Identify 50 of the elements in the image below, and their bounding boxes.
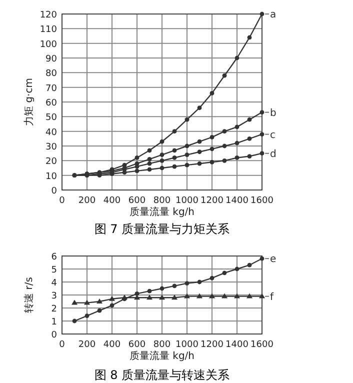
y-axis-title: 转速 r/s — [23, 277, 35, 313]
y-tick-label: 4 — [51, 278, 58, 288]
x-tick-label: 0 — [59, 196, 66, 206]
x-tick-label: 200 — [78, 196, 96, 206]
x-tick-label: 600 — [128, 340, 146, 350]
x-tick-label: 400 — [103, 340, 121, 350]
y-tick-label: 30 — [46, 142, 58, 152]
series-label: e — [270, 254, 276, 266]
x-tick-label: 200 — [78, 340, 96, 350]
x-tick-label: 1600 — [250, 340, 274, 350]
y-tick-label: 3 — [51, 292, 57, 302]
x-tick-label: 400 — [103, 196, 121, 206]
x-tick-label: 0 — [59, 340, 66, 350]
y-axis-title: 力矩 g·cm — [23, 78, 35, 126]
x-tick-label: 1200 — [200, 196, 224, 206]
y-tick-label: 6 — [51, 252, 58, 262]
x-tick-label: 1600 — [250, 196, 274, 206]
x-tick-label: 1000 — [176, 340, 199, 350]
y-tick-label: 90 — [46, 54, 58, 64]
y-tick-label: 2 — [51, 304, 57, 314]
y-tick-label: 0 — [51, 330, 58, 340]
x-tick-label: 1400 — [226, 196, 249, 206]
x-axis-title: 质量流量 kg/h — [129, 350, 195, 362]
y-tick-label: 0 — [51, 186, 58, 196]
x-tick-label: 600 — [128, 196, 146, 206]
x-tick-label: 1200 — [200, 340, 224, 350]
y-tick-label: 110 — [40, 25, 58, 36]
y-tick-label: 20 — [46, 157, 58, 168]
y-tick-label: 5 — [51, 266, 57, 276]
y-tick-label: 80 — [46, 69, 58, 80]
series-label: a — [270, 10, 276, 20]
x-tick-label: 1400 — [226, 340, 249, 350]
series-label: b — [270, 108, 276, 119]
y-tick-label: 70 — [46, 84, 58, 94]
x-axis-title: 质量流量 kg/h — [129, 206, 195, 218]
y-tick-label: 60 — [46, 98, 58, 108]
text: 图 8 质量流量与转速关系 — [94, 368, 230, 382]
y-tick-label: 1 — [51, 318, 57, 328]
y-tick-label: 50 — [46, 113, 58, 124]
x-tick-label: 800 — [153, 340, 171, 350]
text: 图 7 质量流量与力矩关系 — [94, 222, 230, 236]
y-tick-label: 120 — [40, 10, 58, 20]
y-tick-label: 40 — [46, 128, 58, 138]
x-tick-label: 1000 — [176, 196, 199, 206]
x-tick-label: 800 — [153, 196, 171, 206]
series-label: d — [270, 148, 276, 160]
series-label: c — [270, 130, 276, 141]
y-tick-label: 100 — [40, 40, 58, 50]
y-tick-label: 10 — [46, 172, 58, 182]
series-label: f — [270, 292, 274, 303]
